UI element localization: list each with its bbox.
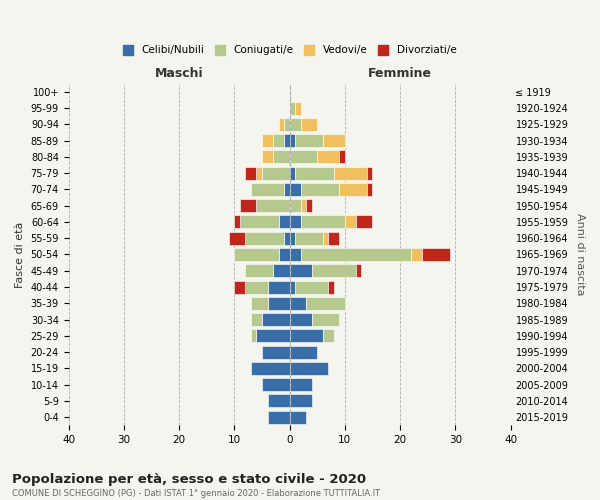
Bar: [251, 362, 290, 375]
Bar: [235, 280, 245, 293]
Bar: [284, 134, 290, 147]
Bar: [235, 216, 240, 228]
Bar: [356, 264, 361, 278]
Bar: [334, 166, 367, 179]
Bar: [235, 248, 278, 261]
Bar: [256, 330, 290, 342]
Bar: [290, 297, 306, 310]
Y-axis label: Anni di nascita: Anni di nascita: [575, 213, 585, 296]
Bar: [328, 232, 340, 244]
Bar: [290, 280, 295, 293]
Legend: Celibi/Nubili, Coniugati/e, Vedovi/e, Divorziati/e: Celibi/Nubili, Coniugati/e, Vedovi/e, Di…: [119, 41, 461, 60]
Bar: [290, 378, 312, 391]
Bar: [262, 378, 290, 391]
Bar: [284, 232, 290, 244]
Bar: [256, 166, 262, 179]
Bar: [262, 346, 290, 358]
Bar: [295, 134, 323, 147]
Bar: [273, 150, 290, 164]
Bar: [301, 199, 306, 212]
Bar: [251, 313, 262, 326]
Bar: [290, 248, 301, 261]
Bar: [295, 166, 334, 179]
Bar: [290, 346, 317, 358]
Text: Femmine: Femmine: [368, 68, 432, 80]
Bar: [290, 216, 301, 228]
Bar: [290, 232, 295, 244]
Bar: [290, 183, 301, 196]
Bar: [290, 118, 301, 131]
Bar: [301, 248, 411, 261]
Bar: [251, 330, 256, 342]
Bar: [240, 199, 256, 212]
Bar: [278, 216, 290, 228]
Bar: [273, 264, 290, 278]
Bar: [290, 102, 295, 114]
Bar: [367, 166, 373, 179]
Bar: [262, 166, 290, 179]
Bar: [245, 232, 284, 244]
Bar: [262, 150, 273, 164]
Bar: [268, 297, 290, 310]
Bar: [290, 410, 306, 424]
Bar: [290, 394, 312, 407]
Bar: [290, 264, 312, 278]
Bar: [273, 134, 284, 147]
Bar: [256, 199, 290, 212]
Bar: [306, 199, 312, 212]
Bar: [245, 166, 256, 179]
Bar: [262, 313, 290, 326]
Bar: [290, 134, 295, 147]
Bar: [422, 248, 450, 261]
Bar: [356, 216, 373, 228]
Bar: [312, 264, 356, 278]
Bar: [411, 248, 422, 261]
Bar: [345, 216, 356, 228]
Bar: [301, 216, 345, 228]
Bar: [340, 183, 367, 196]
Bar: [323, 232, 328, 244]
Bar: [268, 280, 290, 293]
Bar: [295, 280, 328, 293]
Bar: [245, 280, 268, 293]
Bar: [301, 118, 317, 131]
Bar: [290, 150, 317, 164]
Bar: [328, 280, 334, 293]
Bar: [290, 166, 295, 179]
Bar: [268, 410, 290, 424]
Bar: [367, 183, 373, 196]
Bar: [290, 362, 328, 375]
Bar: [278, 118, 284, 131]
Y-axis label: Fasce di età: Fasce di età: [15, 222, 25, 288]
Bar: [278, 248, 290, 261]
Bar: [323, 134, 345, 147]
Bar: [262, 134, 273, 147]
Bar: [317, 150, 340, 164]
Bar: [290, 330, 323, 342]
Bar: [295, 102, 301, 114]
Bar: [290, 199, 301, 212]
Bar: [240, 216, 278, 228]
Bar: [306, 297, 345, 310]
Bar: [251, 297, 268, 310]
Bar: [284, 183, 290, 196]
Text: Popolazione per età, sesso e stato civile - 2020: Popolazione per età, sesso e stato civil…: [12, 472, 366, 486]
Bar: [340, 150, 345, 164]
Bar: [290, 313, 312, 326]
Text: Maschi: Maschi: [155, 68, 203, 80]
Bar: [268, 394, 290, 407]
Bar: [295, 232, 323, 244]
Bar: [312, 313, 340, 326]
Bar: [323, 330, 334, 342]
Text: COMUNE DI SCHEGGINO (PG) - Dati ISTAT 1° gennaio 2020 - Elaborazione TUTTITALIA.: COMUNE DI SCHEGGINO (PG) - Dati ISTAT 1°…: [12, 489, 380, 498]
Bar: [301, 183, 340, 196]
Bar: [245, 264, 273, 278]
Bar: [284, 118, 290, 131]
Bar: [251, 183, 284, 196]
Bar: [229, 232, 245, 244]
